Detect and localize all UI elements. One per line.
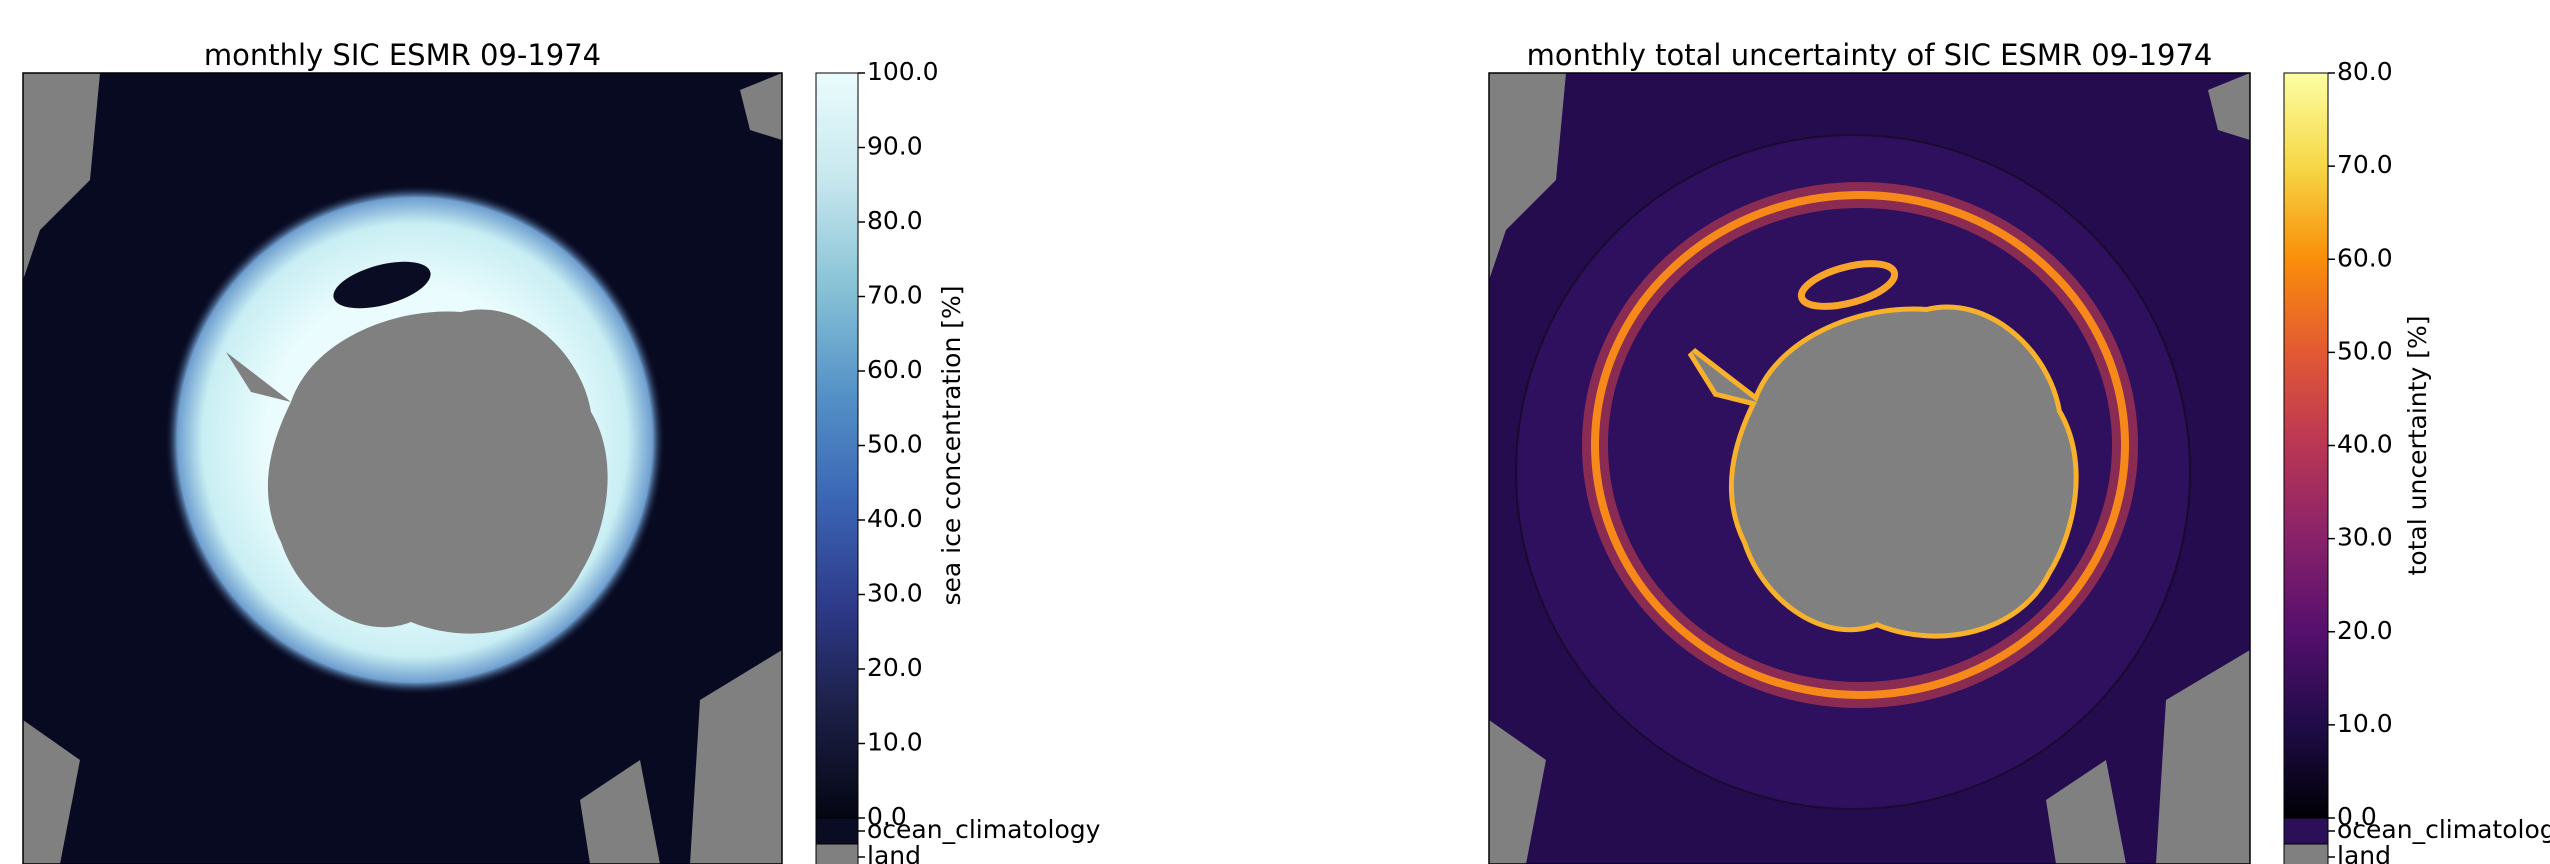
colorbar-label: total uncertainty [%]	[2403, 316, 2432, 576]
colorbar-extra	[816, 844, 858, 864]
colorbar-label: sea ice concentration [%]	[937, 285, 966, 605]
figure: monthly SIC ESMR 09-19740.010.020.030.04…	[0, 0, 2550, 864]
colorbar-extra-label: ocean_climatology	[867, 815, 1101, 844]
colorbar-tick-label: 20.0	[2337, 616, 2393, 645]
panel-title: monthly total uncertainty of SIC ESMR 09…	[1527, 38, 2213, 72]
map-left	[23, 73, 782, 864]
colorbar-extra-label: land	[2337, 841, 2391, 864]
colorbar-tick-label: 60.0	[2337, 243, 2393, 272]
colorbar-tick-label: 60.0	[867, 355, 923, 384]
colorbar-tick-label: 100.0	[867, 57, 939, 86]
colorbar-tick-label: 70.0	[2337, 150, 2393, 179]
page: {"panels": [ {"title": "monthly SIC ESMR…	[0, 0, 2550, 864]
panel-title: monthly SIC ESMR 09-1974	[204, 38, 601, 72]
colorbar-tick-label: 80.0	[2337, 57, 2393, 86]
colorbar-extra	[2284, 844, 2328, 864]
colorbar-tick-label: 40.0	[2337, 430, 2393, 459]
colorbar-tick-label: 10.0	[2337, 709, 2393, 738]
colorbar-extra-label: ocean_climatology	[2337, 815, 2550, 844]
map-right	[1489, 73, 2250, 864]
colorbar-tick-label: 40.0	[867, 504, 923, 533]
colorbar-tick-label: 30.0	[867, 579, 923, 608]
colorbar-tick-label: 80.0	[867, 206, 923, 235]
colorbar	[2284, 73, 2328, 818]
colorbar-tick-label: 90.0	[867, 132, 923, 161]
colorbar-tick-label: 50.0	[2337, 336, 2393, 365]
colorbar-extra-label: land	[867, 841, 921, 864]
colorbar-tick-label: 30.0	[2337, 523, 2393, 552]
colorbar-extra	[816, 818, 858, 844]
colorbar	[816, 73, 858, 818]
colorbar-tick-label: 10.0	[867, 728, 923, 757]
colorbar-tick-label: 70.0	[867, 281, 923, 310]
colorbar-tick-label: 50.0	[867, 430, 923, 459]
colorbar-extra	[2284, 818, 2328, 844]
colorbar-tick-label: 20.0	[867, 653, 923, 682]
